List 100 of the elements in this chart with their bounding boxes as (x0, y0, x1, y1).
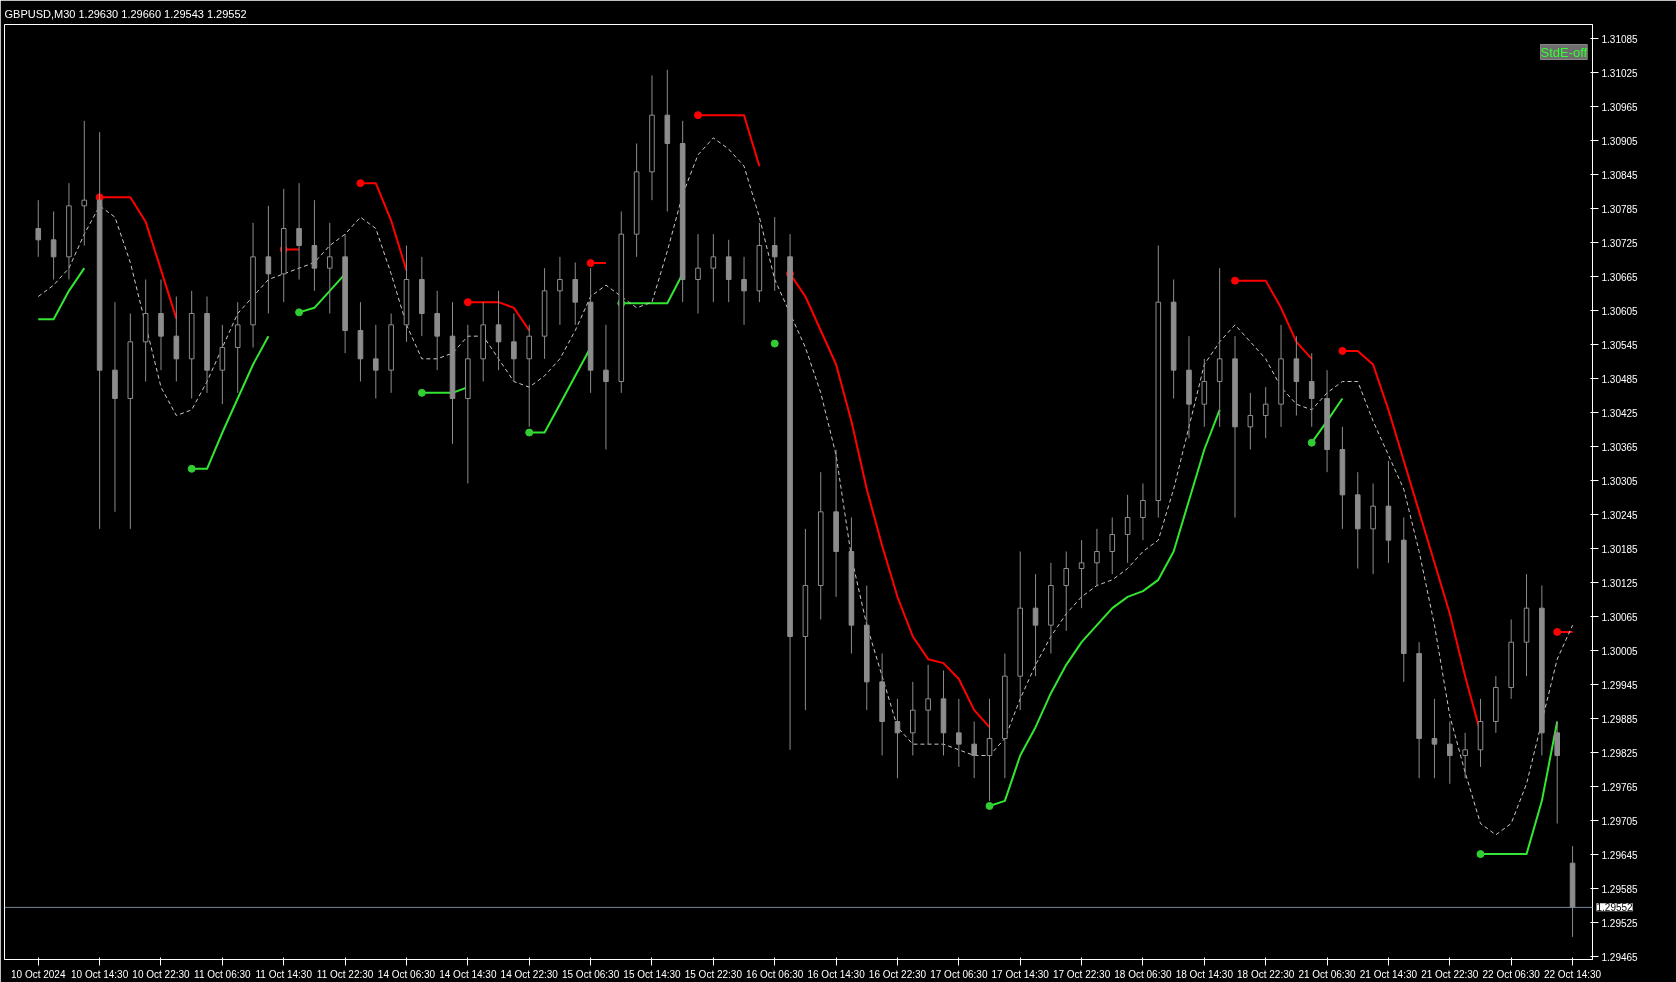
x-tick-label: 17 Oct 14:30 (991, 968, 1050, 980)
x-tick-label: 18 Oct 14:30 (1175, 968, 1234, 980)
candlestick (219, 324, 226, 405)
candlestick (557, 256, 563, 326)
y-tick-label: 1.31085 (1601, 33, 1639, 45)
x-tick-label: 14 Oct 22:30 (500, 968, 559, 980)
candlestick (1063, 551, 1070, 632)
candlestick (741, 256, 747, 326)
chart-title: GBPUSD,M30 1.29630 1.29660 1.29543 1.29552 (4, 7, 247, 20)
candlestick (1094, 528, 1100, 586)
x-tick-label: 15 Oct 06:30 (561, 968, 620, 980)
x-tick-label: 14 Oct 14:30 (439, 968, 497, 980)
y-tick-label: 1.29705 (1601, 815, 1639, 827)
x-tick-label: 10 Oct 14:30 (71, 968, 129, 980)
x-tick-label: 10 Oct 2024 (11, 968, 66, 980)
candlestick (971, 721, 977, 779)
candlestick (1032, 573, 1039, 677)
candlestick (526, 324, 533, 428)
point (463, 298, 472, 307)
candlestick (710, 233, 717, 303)
candlestick (956, 698, 962, 768)
y-tick-label: 1.29825 (1601, 747, 1639, 759)
x-tick-label: 15 Oct 14:30 (623, 968, 682, 980)
point (1307, 438, 1316, 447)
y-tick-label: 1.30905 (1601, 135, 1639, 147)
y-tick-label: 1.30665 (1601, 271, 1639, 283)
y-tick-label: 1.29645 (1601, 849, 1639, 861)
x-tick-label: 11 Oct 14:30 (255, 968, 313, 980)
point (586, 259, 595, 268)
candlestick (1370, 483, 1376, 575)
point (1476, 850, 1485, 859)
candlestick (296, 182, 302, 280)
y-tick-label: 1.29765 (1601, 781, 1639, 793)
candlestick (1308, 352, 1315, 428)
point (1338, 346, 1347, 355)
annotation: StdE-off (1540, 44, 1588, 60)
x-tick-label: 21 Oct 06:30 (1298, 968, 1357, 980)
y-tick-label: 1.30605 (1601, 305, 1639, 317)
y-tick-label: 1.31025 (1601, 67, 1639, 79)
candlestick (725, 239, 732, 303)
candlestick (1554, 721, 1561, 824)
y-tick-label: 1.29585 (1601, 883, 1639, 895)
candlestick (234, 301, 241, 394)
candlestick (572, 262, 579, 326)
y-tick-label: 1.29465 (1601, 951, 1639, 963)
x-tick-label: 11 Oct 06:30 (194, 968, 252, 980)
candlestick (158, 279, 164, 371)
x-tick-label: 10 Oct 22:30 (132, 968, 191, 980)
x-tick-label: 21 Oct 22:30 (1421, 968, 1479, 980)
candlestick (265, 205, 272, 314)
candlestick (925, 664, 931, 745)
candlestick (495, 290, 502, 371)
x-tick-label: 17 Oct 06:30 (930, 968, 988, 980)
point (1231, 276, 1240, 285)
candlestick (326, 222, 333, 314)
y-tick-label: 1.29945 (1601, 679, 1639, 691)
y-tick-label: 1.30965 (1601, 101, 1639, 113)
x-tick-label: 21 Oct 14:30 (1359, 968, 1418, 980)
y-tick-label: 1.29525 (1601, 917, 1639, 929)
candlestick (373, 324, 379, 399)
candlestick (173, 296, 180, 382)
candlestick (771, 216, 778, 292)
candlestick (511, 313, 517, 382)
ref-line-label: 1.29552 (1596, 902, 1634, 914)
x-tick-label: 11 Oct 22:30 (316, 968, 374, 980)
y-tick-label: 1.30005 (1601, 645, 1639, 657)
x-tick-label: 14 Oct 06:30 (377, 968, 436, 980)
candlestick (1262, 386, 1269, 439)
line-series (37, 137, 1574, 836)
x-tick-label: 22 Oct 14:30 (1543, 968, 1602, 980)
point (187, 464, 196, 473)
y-tick-label: 1.30065 (1601, 611, 1639, 623)
candlestick (1124, 494, 1131, 564)
candlestick (1109, 517, 1116, 575)
candlestick (35, 199, 42, 258)
candlestick (603, 324, 609, 450)
y-tick-label: 1.30485 (1601, 373, 1639, 385)
x-tick-label: 16 Oct 22:30 (868, 968, 927, 980)
point (770, 339, 779, 348)
candlestick (81, 120, 88, 246)
y-tick-label: 1.30365 (1601, 441, 1639, 453)
y-tick-label: 1.30845 (1601, 169, 1639, 181)
y-tick-label: 1.29885 (1601, 713, 1639, 725)
point (295, 308, 304, 317)
x-tick-label: 18 Oct 22:30 (1237, 968, 1295, 980)
x-tick-label: 22 Oct 06:30 (1482, 968, 1541, 980)
candlestick (1293, 335, 1300, 416)
candlestick (50, 211, 57, 280)
candlestick (986, 698, 993, 802)
candlestick (910, 681, 916, 756)
point (694, 111, 702, 120)
y-tick-label: 1.30305 (1601, 475, 1639, 487)
candlestick (1431, 698, 1438, 779)
candlestick (1140, 483, 1146, 541)
x-tick-label: 15 Oct 22:30 (684, 968, 743, 980)
point (525, 428, 534, 437)
candlestick (1078, 539, 1085, 609)
x-tick-label: 16 Oct 14:30 (807, 968, 866, 980)
candlestick (311, 199, 318, 292)
candlestick (1216, 267, 1223, 428)
